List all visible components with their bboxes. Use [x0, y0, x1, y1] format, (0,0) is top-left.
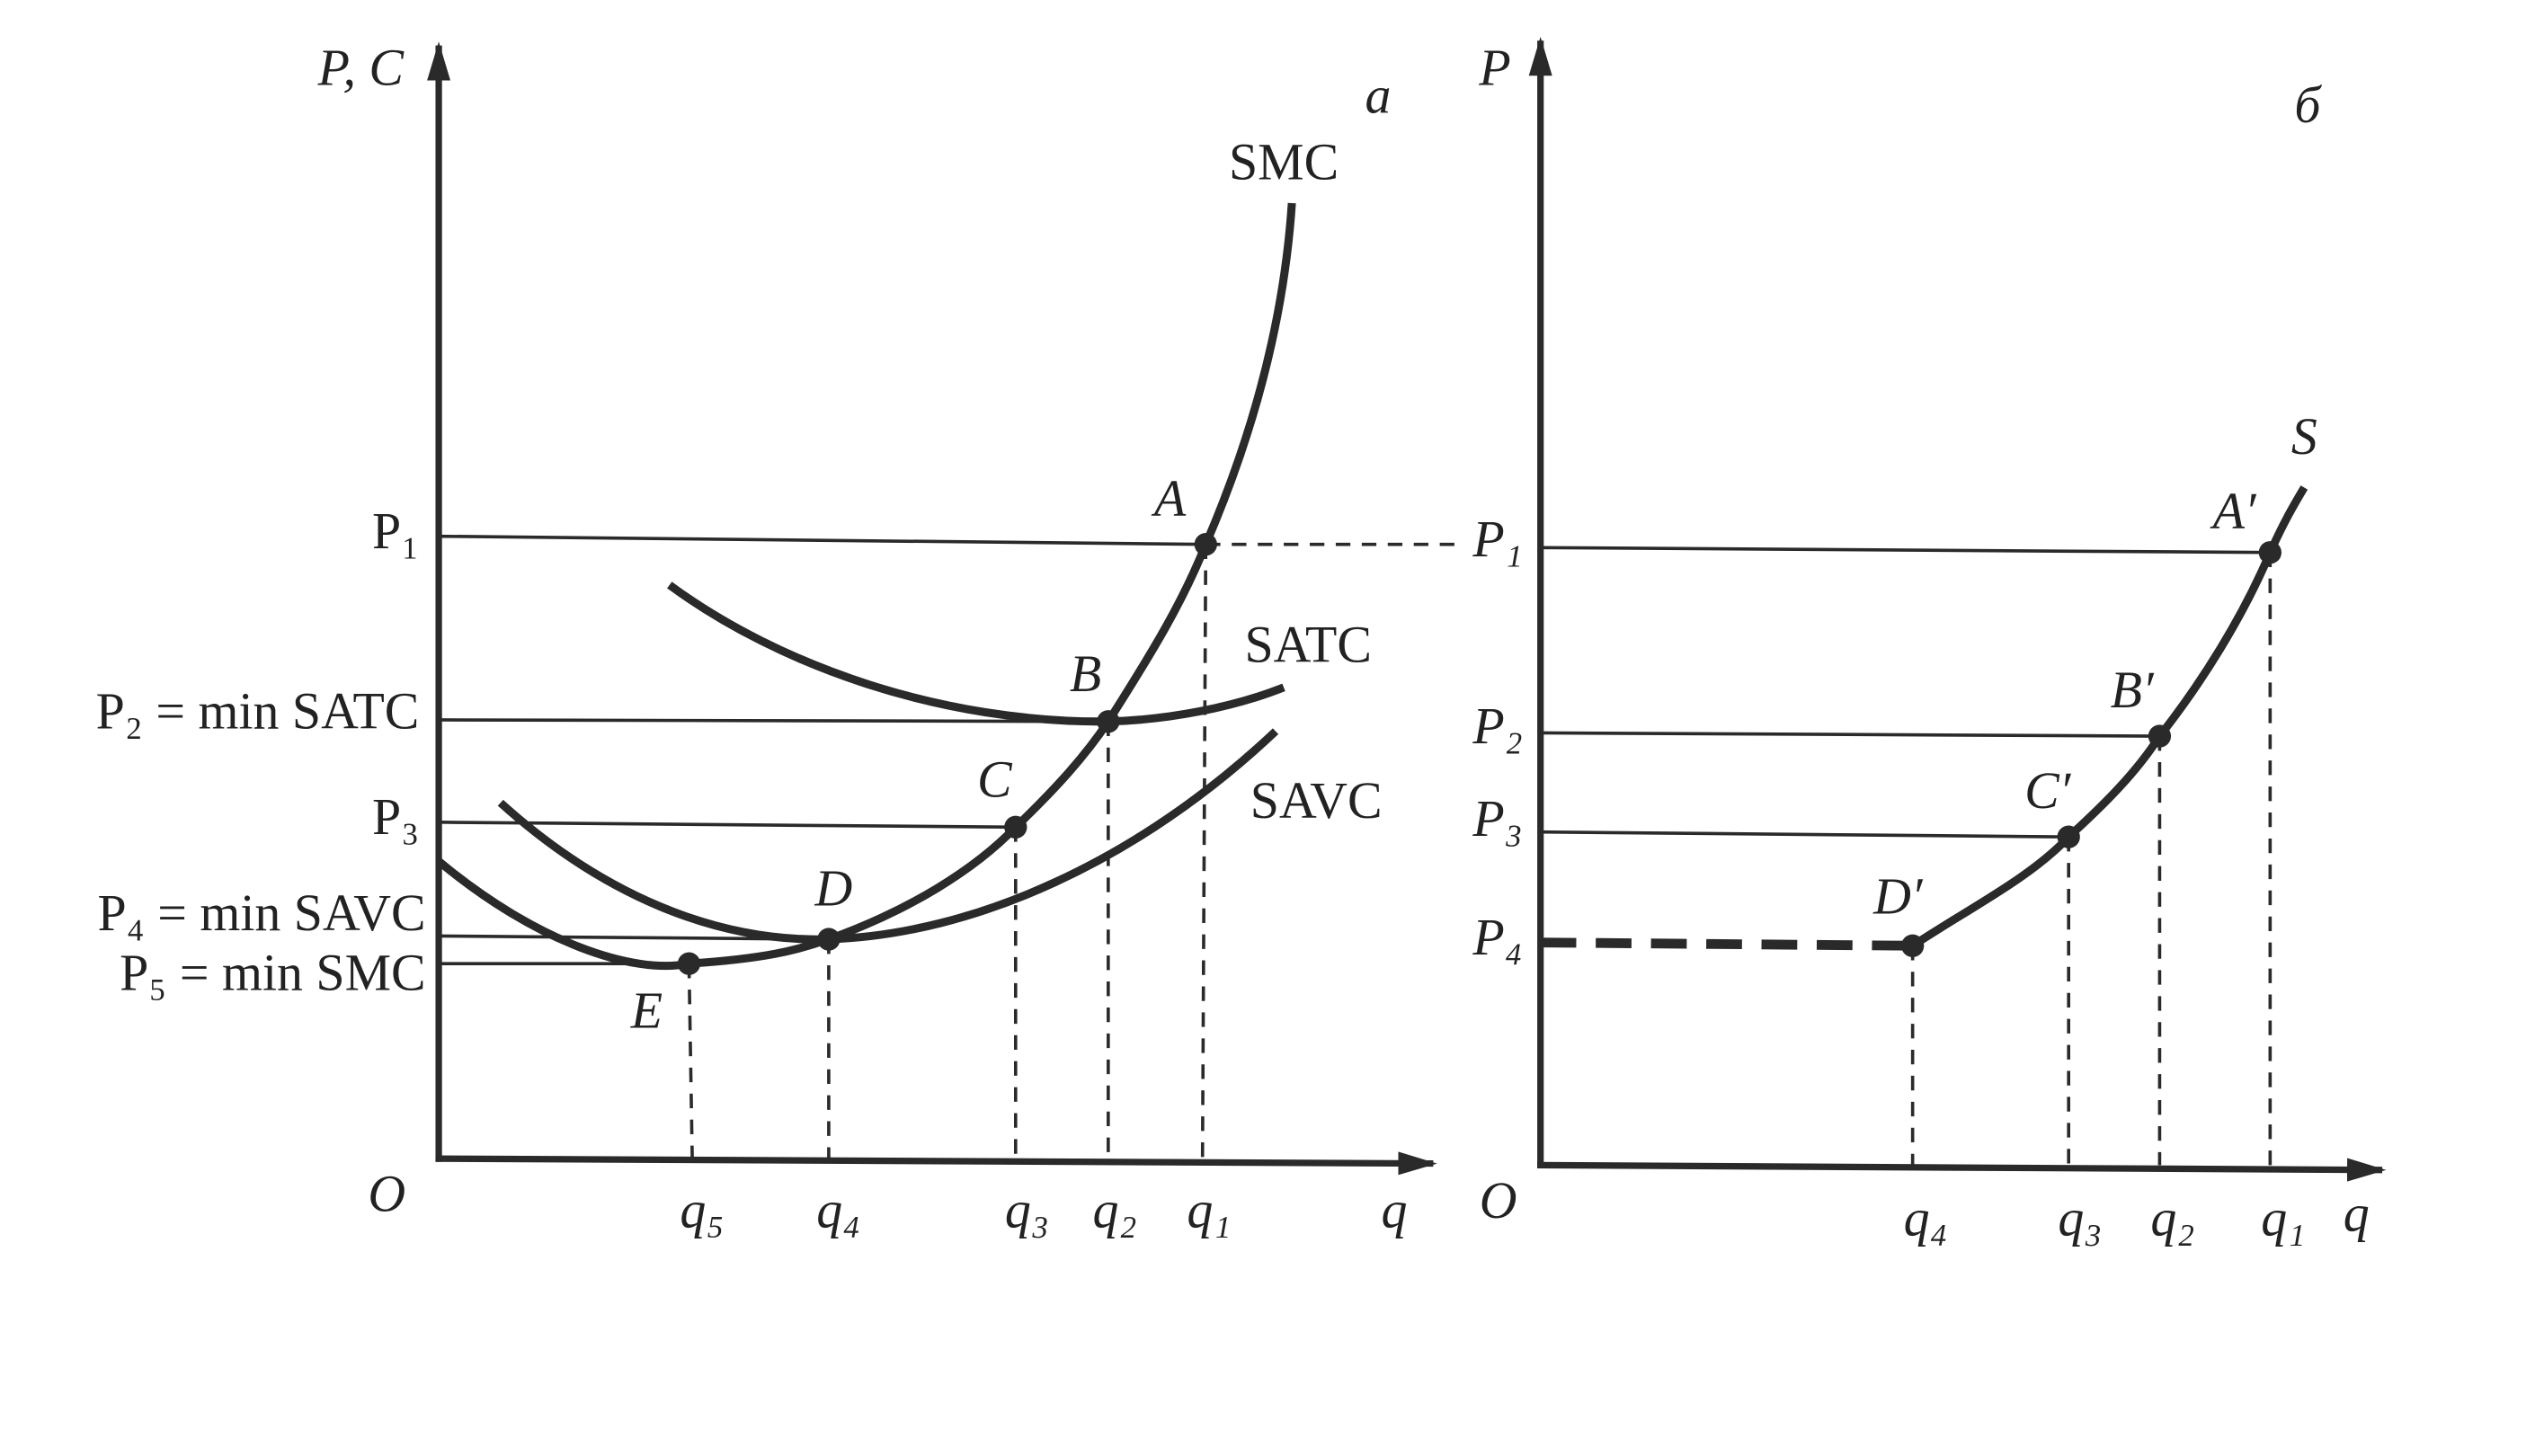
y-axis-label: P — [1478, 39, 1510, 97]
panel-label: а — [1365, 66, 1391, 124]
point — [2148, 724, 2172, 748]
quantity-label: q₄ — [1904, 1189, 1948, 1247]
price-line — [439, 821, 1016, 830]
curve-label: SAVC — [1250, 771, 1383, 830]
price-line — [439, 534, 1206, 546]
price-label: P₃ — [372, 787, 419, 846]
quantity-label: q₂ — [1093, 1181, 1137, 1239]
point — [2258, 541, 2282, 564]
curve-label: SMC — [1229, 133, 1339, 191]
quantity-label: q₁ — [1187, 1181, 1231, 1239]
quantity-label: q₁ — [2261, 1189, 2305, 1247]
price-line — [1540, 546, 2271, 555]
price-line — [1540, 731, 2160, 738]
point-label: C — [977, 750, 1013, 809]
price-line — [1540, 830, 2069, 839]
quantity-label: q₄ — [816, 1181, 860, 1239]
supply-curve — [1910, 485, 2308, 950]
panel-b: P б O q S A′ B′ C′ D′ P₁ P₂ P₃ P₄ q₄ q₃ … — [1472, 36, 2387, 1247]
price-label: P₂ = min SATC — [96, 682, 420, 741]
point-label: A — [1151, 469, 1187, 528]
x-axis — [435, 1151, 1437, 1176]
price-label: P₂ — [1472, 697, 1522, 755]
point — [1097, 710, 1120, 733]
point-label: C′ — [2024, 761, 2072, 820]
price-label: P₄ — [1472, 908, 1522, 966]
price-line — [1540, 937, 1913, 951]
quantity-label: q₂ — [2150, 1189, 2194, 1247]
point-label: D′ — [1872, 867, 1924, 926]
price-line — [439, 718, 1108, 724]
quantity-label: q₃ — [2058, 1189, 2102, 1247]
price-label: P₁ — [1472, 510, 1522, 568]
panel-a: P, C а O q SMC SATC SAVC A B C D E P₁ P₂… — [96, 39, 1454, 1239]
price-label: P₅ = min SMC — [120, 944, 425, 1002]
price-label: P₁ — [372, 502, 419, 560]
savc-curve — [497, 728, 1279, 944]
point — [2057, 825, 2080, 848]
point-label: E — [630, 981, 663, 1039]
quantity-line — [687, 963, 694, 1159]
point — [677, 952, 701, 975]
x-axis-label: q — [2344, 1184, 2370, 1242]
origin-label: O — [368, 1165, 405, 1223]
point-label: B′ — [2111, 661, 2155, 719]
point — [817, 928, 841, 951]
x-axis — [1537, 1158, 2387, 1182]
point — [1194, 533, 1217, 556]
price-label: P₄ = min SAVC — [97, 883, 425, 942]
curve-label: S — [2291, 407, 2317, 466]
quantity-label: q₅ — [680, 1181, 724, 1239]
point-label: D — [814, 859, 852, 918]
price-label: P₃ — [1472, 789, 1522, 848]
quantity-label: q₃ — [1005, 1181, 1049, 1239]
point — [1901, 934, 1925, 957]
point-label: B — [1070, 644, 1101, 703]
curve-label: SATC — [1244, 615, 1371, 673]
x-axis-label: q — [1382, 1181, 1408, 1239]
origin-label: O — [1480, 1171, 1517, 1230]
quantity-line — [1200, 544, 1208, 1159]
point — [1004, 815, 1027, 839]
panel-label: б — [2294, 75, 2322, 134]
satc-curve — [667, 582, 1285, 726]
y-axis-label: P, C — [317, 39, 405, 97]
point-label: A′ — [2210, 482, 2257, 540]
